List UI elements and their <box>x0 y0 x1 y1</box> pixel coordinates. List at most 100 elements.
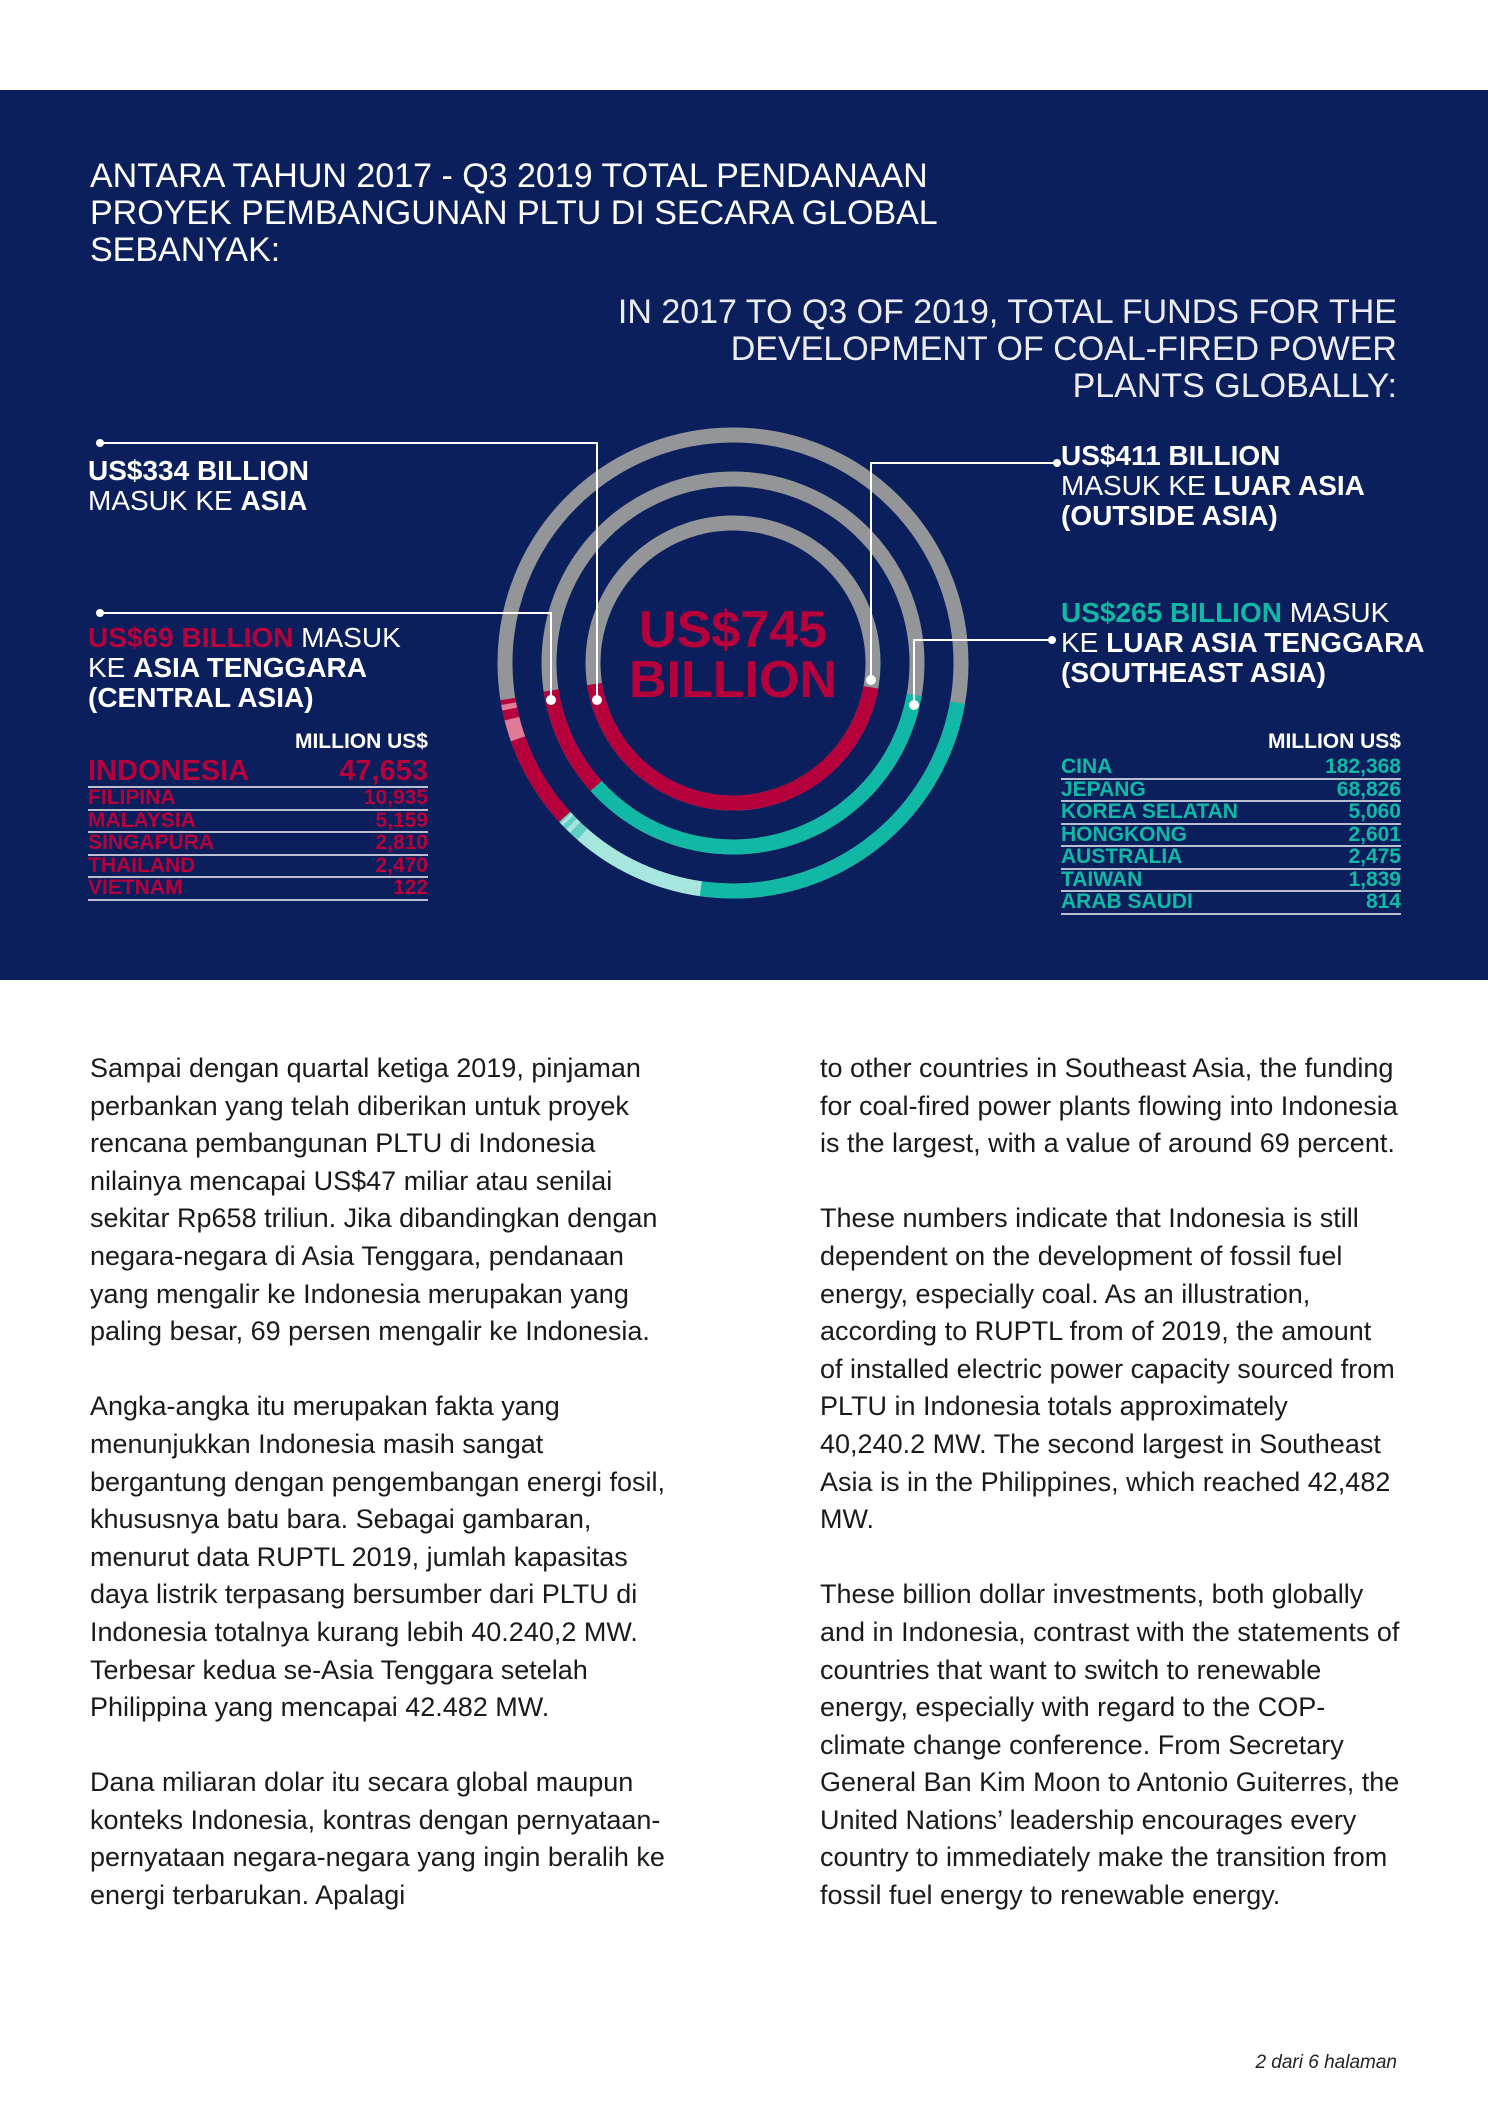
paragraph: These numbers indicate that Indonesia is… <box>820 1203 1395 1535</box>
table-row: SINGAPURA 2,810 <box>88 831 428 856</box>
table-row: TAIWAN 1,839 <box>1061 867 1401 892</box>
connector-dot <box>546 695 556 705</box>
connector-lines <box>100 442 1057 705</box>
connector-dot <box>96 609 104 617</box>
table-row: KOREA SELATAN 5,060 <box>1061 800 1401 825</box>
label-region: LUAR ASIA TENGGARA <box>1106 627 1425 658</box>
body-column-right: to other countries in Southeast Asia, th… <box>820 1050 1400 1952</box>
ring-segment-korea-selatan <box>569 822 588 840</box>
label-amount: US$265 BILLION <box>1061 597 1282 628</box>
table-header: MILLION US$ <box>1267 730 1401 753</box>
radial-chart <box>96 427 1061 899</box>
country-value: 1,839 <box>1348 867 1401 891</box>
connector-non-sea <box>913 639 1052 705</box>
country-value: 47,653 <box>339 755 428 787</box>
country-name: HONGKONG <box>1061 822 1187 846</box>
table-row: INDONESIA 47,653 <box>88 757 428 788</box>
label-text: MASUK KE <box>88 485 241 516</box>
country-name: JEPANG <box>1061 777 1146 801</box>
table-row: AUSTRALIA 2,475 <box>1061 845 1401 870</box>
country-value: 122 <box>392 876 428 899</box>
country-name: INDONESIA <box>88 755 250 787</box>
label-paren: (SOUTHEAST ASIA) <box>1061 657 1326 688</box>
label-amount: US$69 BILLION <box>88 622 294 653</box>
label-text: KE <box>88 652 134 683</box>
country-value: 2,470 <box>375 853 428 877</box>
ring-segment-thailand <box>500 697 517 706</box>
table-row: MALAYSIA 5,159 <box>88 808 428 833</box>
table-row: THAILAND 2,470 <box>88 853 428 878</box>
connector-dot <box>592 695 602 705</box>
ring-segment-indonesia <box>510 736 571 822</box>
ring-segment-non-southeast-asia <box>590 693 922 855</box>
table-row: FILIPINA 10,935 <box>88 786 428 811</box>
label-asia: US$334 BILLION MASUK KE ASIA <box>88 456 309 516</box>
country-value: 10,935 <box>363 786 428 809</box>
ring-segment-singapura <box>501 702 518 711</box>
ring-segment-malaysia <box>502 707 520 721</box>
country-name: THAILAND <box>88 853 196 877</box>
country-value: 5,159 <box>375 808 428 832</box>
label-text: MASUK KE <box>1061 470 1214 501</box>
country-value: 5,060 <box>1348 800 1401 823</box>
paragraph: These billion dollar investments, both g… <box>820 1579 1400 1911</box>
label-paren: (OUTSIDE ASIA) <box>1061 500 1278 531</box>
ring-segment-jepang <box>577 828 702 897</box>
country-name: AUSTRALIA <box>1061 845 1183 868</box>
country-value: 814 <box>1365 890 1401 913</box>
label-amount: US$334 BILLION <box>88 455 309 486</box>
country-name: SINGAPURA <box>88 831 215 854</box>
paragraph: Angka-angka itu merupakan fakta yang men… <box>90 1391 665 1723</box>
country-name: VIETNAM <box>88 876 183 899</box>
country-value: 2,810 <box>375 831 428 854</box>
table-row: JEPANG 68,826 <box>1061 777 1401 802</box>
country-name: ARAB SAUDI <box>1061 890 1193 913</box>
country-value: 182,368 <box>1325 755 1401 778</box>
table-header: MILLION US$ <box>294 730 428 753</box>
title-english: IN 2017 TO Q3 OF 2019, TOTAL FUNDS FOR T… <box>617 293 1397 405</box>
ring-segment-cina <box>699 701 965 899</box>
ring-segment-filipina <box>504 716 526 742</box>
body-column-left: Sampai dengan quartal ketiga 2019, pinja… <box>90 1050 670 1952</box>
table-row: VIETNAM 122 <box>88 876 428 901</box>
connector-asia <box>100 442 598 700</box>
paragraph: to other countries in Southeast Asia, th… <box>820 1053 1398 1159</box>
ring-segment-southeast-asia <box>543 689 602 792</box>
label-text: MASUK <box>293 622 401 653</box>
label-region: LUAR ASIA <box>1213 470 1365 501</box>
country-name: TAIWAN <box>1061 867 1143 891</box>
connector-dot <box>1053 459 1061 467</box>
ring-segment-arab-saudi <box>559 811 572 824</box>
total-amount: US$745 BILLION <box>600 601 866 709</box>
ring-segment-taiwan <box>560 812 574 826</box>
label-outside: US$411 BILLION MASUK KE LUAR ASIA (OUTSI… <box>1061 441 1365 531</box>
country-value: 2,601 <box>1348 822 1401 846</box>
connector-dot <box>866 675 876 685</box>
label-region: ASIA <box>240 485 308 516</box>
page-number: 2 dari 6 halaman <box>1255 2052 1397 2073</box>
connector-dot <box>1048 636 1056 644</box>
paragraph: Sampai dengan quartal ketiga 2019, pinja… <box>90 1053 658 1347</box>
label-amount: US$411 BILLION <box>1061 440 1281 471</box>
label-text: KE <box>1061 627 1107 658</box>
label-text: MASUK <box>1281 597 1390 628</box>
label-paren: (CENTRAL ASIA) <box>88 682 314 713</box>
country-value: 2,475 <box>1348 845 1401 868</box>
ring-segment-hongkong <box>566 818 581 833</box>
table-non-southeast-asia: MILLION US$ CINA 182,368 JEPANG 68,826 KOREA… <box>1061 730 1401 915</box>
ring-segment-australia <box>562 815 577 830</box>
connector-sea <box>100 612 552 700</box>
connector-dot <box>909 700 919 710</box>
label-region: ASIA TENGGARA <box>133 652 367 683</box>
total-line2: BILLION <box>629 651 837 709</box>
country-value: 68,826 <box>1336 777 1401 801</box>
total-line1: US$745 <box>639 601 827 659</box>
label-sea: US$69 BILLION MASUK KE ASIA TENGGARA (CE… <box>88 623 401 713</box>
country-name: CINA <box>1061 755 1113 778</box>
country-name: FILIPINA <box>88 786 176 809</box>
country-name: KOREA SELATAN <box>1061 800 1238 823</box>
title-indonesian: ANTARA TAHUN 2017 - Q3 2019 TOTAL PENDAN… <box>90 157 937 269</box>
table-row: CINA 182,368 <box>1061 755 1401 780</box>
table-southeast-asia: MILLION US$ INDONESIA 47,653 FILIPINA 10,93… <box>88 730 428 901</box>
connector-outside <box>870 462 1057 680</box>
